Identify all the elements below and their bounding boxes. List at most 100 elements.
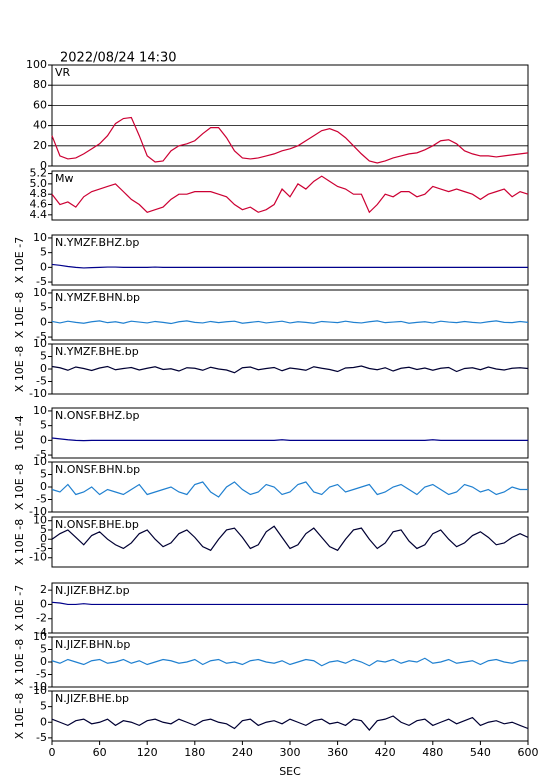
panel-label: Mw xyxy=(55,172,74,185)
y-tick-label: -10 xyxy=(29,551,47,564)
y-tick-label: 5.0 xyxy=(30,177,48,190)
data-line xyxy=(51,175,529,214)
y-tick-label: 0 xyxy=(40,315,47,328)
chart-title: 2022/08/24 14:30 xyxy=(60,51,177,66)
panel-frame xyxy=(51,170,529,221)
y-tick-label: 4.6 xyxy=(30,198,48,211)
y-tick-label: -4 xyxy=(36,626,47,639)
data-line xyxy=(51,365,529,374)
y-tick-label: -5 xyxy=(36,275,47,288)
y-tick-label: -2 xyxy=(36,612,47,625)
x-axis-label: SEC xyxy=(279,765,301,778)
panel-frame xyxy=(51,407,529,459)
y-tick-label: 0 xyxy=(40,655,47,668)
y-tick-label: 40 xyxy=(33,119,47,132)
y-tick-label: 10 xyxy=(33,514,47,527)
y-tick-label: -5 xyxy=(36,668,47,681)
y-tick-label: 0 xyxy=(40,715,47,728)
y-tick-label: 5 xyxy=(40,350,47,363)
panel-label: N.YMZF.BHE.bp xyxy=(55,345,139,358)
y-tick-label: 10 xyxy=(33,684,47,697)
y-tick-label: -10 xyxy=(29,505,47,518)
y-tick-label: 2 xyxy=(40,583,47,596)
y-tick-label: 10 xyxy=(33,404,47,417)
y-tick-label: -5 xyxy=(36,448,47,461)
panel-label: N.ONSF.BHZ.bp xyxy=(55,409,139,422)
panel-label: N.YMZF.BHN.bp xyxy=(55,291,140,304)
panel-label: N.JIZF.BHZ.bp xyxy=(55,584,130,597)
y-tick-label: 5 xyxy=(40,246,47,259)
y-tick-label: -5 xyxy=(36,731,47,744)
data-line xyxy=(51,481,528,498)
y-tick-label: 0 xyxy=(40,362,47,375)
panel-label: N.JIZF.BHN.bp xyxy=(55,638,130,651)
y-tick-label: 10 xyxy=(33,455,47,468)
y-axis-label: X 10E -8 xyxy=(13,519,26,565)
panel-frame xyxy=(51,582,529,634)
y-tick-label: 0 xyxy=(40,159,47,172)
x-tick-label: 540 xyxy=(470,746,491,759)
y-tick-label: 10 xyxy=(33,337,47,350)
y-tick-label: 10 xyxy=(33,630,47,643)
y-tick-label: 10 xyxy=(33,231,47,244)
x-tick-label: 420 xyxy=(375,746,396,759)
y-tick-label: 100 xyxy=(26,58,47,71)
x-tick-label: 240 xyxy=(232,746,253,759)
panel-label: N.ONSF.BHE.bp xyxy=(55,518,139,531)
data-line xyxy=(51,320,529,325)
panel-label: N.YMZF.BHZ.bp xyxy=(55,236,139,249)
x-tick-label: 360 xyxy=(327,746,348,759)
panel-label: VR xyxy=(55,66,71,79)
y-tick-label: 5 xyxy=(40,523,47,536)
panel-label: N.ONSF.BHN.bp xyxy=(55,463,140,476)
y-axis-label: X 10E -8 xyxy=(13,639,26,685)
y-tick-label: 5.2 xyxy=(30,167,48,180)
y-tick-label: 4.4 xyxy=(30,208,48,221)
y-tick-label: -5 xyxy=(36,541,47,554)
y-axis-label: X 10E -8 xyxy=(13,464,26,510)
y-tick-label: 80 xyxy=(33,78,47,91)
panel-frame xyxy=(51,64,529,167)
panel-label: N.JIZF.BHE.bp xyxy=(55,692,129,705)
y-tick-label: -5 xyxy=(36,330,47,343)
y-tick-label: 5 xyxy=(40,468,47,481)
panel-frame xyxy=(51,516,529,568)
y-tick-label: 60 xyxy=(33,98,47,111)
y-tick-label: -10 xyxy=(29,680,47,693)
y-tick-label: 5 xyxy=(40,700,47,713)
y-tick-label: 0 xyxy=(40,532,47,545)
panel-frame xyxy=(51,289,529,341)
y-tick-label: 4.8 xyxy=(30,187,48,200)
y-tick-label: 0 xyxy=(40,433,47,446)
y-axis-label: X 10E -7 xyxy=(13,585,26,631)
y-tick-label: 20 xyxy=(33,139,47,152)
y-axis-label: X 10E -7 xyxy=(13,237,26,283)
data-line xyxy=(51,657,528,667)
y-tick-label: -10 xyxy=(29,387,47,400)
y-tick-label: -5 xyxy=(36,375,47,388)
x-tick-label: 60 xyxy=(93,746,107,759)
y-tick-label: 5 xyxy=(40,643,47,656)
y-axis-label: 10E -4 xyxy=(13,415,26,450)
y-axis-label: X 10E -8 xyxy=(13,292,26,338)
x-tick-label: 180 xyxy=(184,746,205,759)
x-tick-label: 120 xyxy=(137,746,158,759)
data-line xyxy=(51,116,529,164)
y-tick-label: 0 xyxy=(40,480,47,493)
data-line xyxy=(51,437,528,442)
data-line xyxy=(51,601,528,606)
panel-frame xyxy=(51,234,529,286)
y-tick-label: 0 xyxy=(40,260,47,273)
y-tick-label: 0 xyxy=(40,597,47,610)
data-line xyxy=(51,263,528,269)
x-tick-label: 480 xyxy=(422,746,443,759)
data-line xyxy=(51,715,529,731)
x-tick-label: 0 xyxy=(49,746,56,759)
y-tick-label: 5 xyxy=(40,301,47,314)
x-tick-label: 600 xyxy=(518,746,539,759)
y-tick-label: -5 xyxy=(36,493,47,506)
y-axis-label: X 10E -8 xyxy=(13,693,26,739)
y-tick-label: 10 xyxy=(33,286,47,299)
x-tick-label: 300 xyxy=(280,746,301,759)
